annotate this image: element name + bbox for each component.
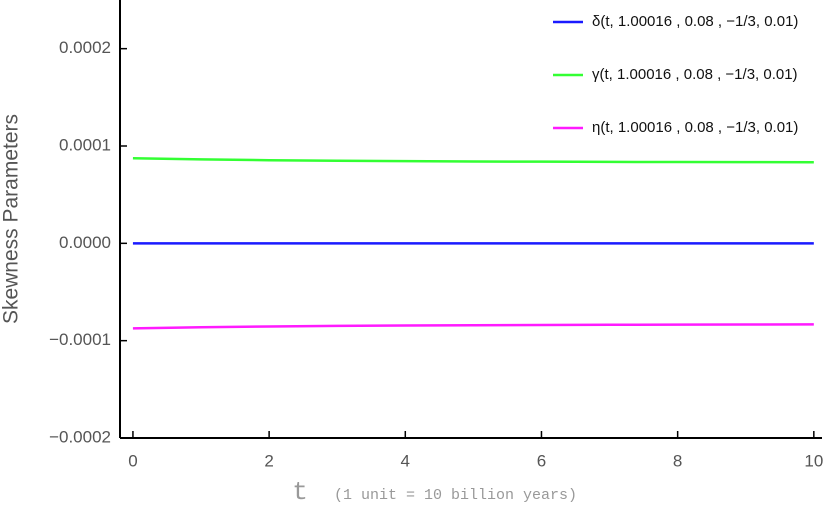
x-tick-label: 10 xyxy=(804,451,823,470)
x-tick-label: 8 xyxy=(673,451,682,470)
x-tick-label: 4 xyxy=(401,451,410,470)
y-tick-label: 0.0001 xyxy=(59,135,111,154)
y-tick-label: −0.0002 xyxy=(49,427,111,446)
series-line xyxy=(132,157,814,164)
legend-text: η(t, 1.00016 , 0.08 , −1/3, 0.01) xyxy=(592,119,798,136)
x-axis-title: t xyxy=(292,477,308,507)
x-axis-note: (1 unit = 10 billion years) xyxy=(334,487,577,504)
legend-text: δ(t, 1.00016 , 0.08 , −1/3, 0.01) xyxy=(592,13,798,30)
y-tick-label: −0.0001 xyxy=(49,330,111,349)
x-tick-label: 0 xyxy=(128,451,137,470)
y-axis-title: Skewness Parameters xyxy=(0,114,23,324)
x-tick-label: 6 xyxy=(537,451,546,470)
x-tick-label: 2 xyxy=(264,451,273,470)
legend-text: γ(t, 1.00016 , 0.08 , −1/3, 0.01) xyxy=(592,66,798,83)
series-line xyxy=(132,323,814,330)
y-tick-label: 0.0002 xyxy=(59,38,111,57)
y-tick-label: 0.0000 xyxy=(59,233,111,252)
